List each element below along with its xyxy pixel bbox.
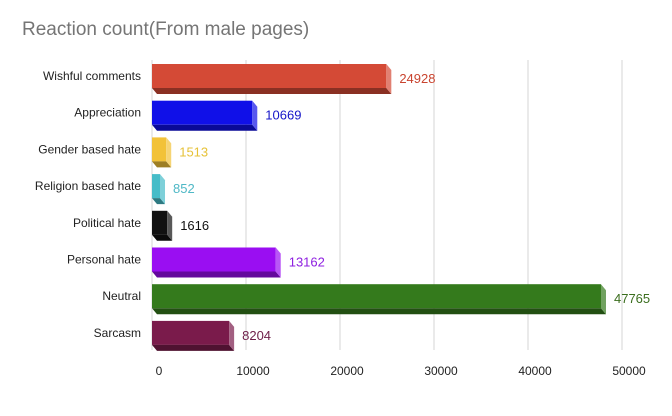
bar-bottom-face (152, 344, 235, 351)
bar (152, 247, 281, 278)
bar-front (152, 284, 601, 309)
bar-bottom-face (152, 234, 173, 241)
bar-front (152, 320, 230, 345)
x-tick-label: 40000 (518, 364, 552, 378)
data-label: 10669 (265, 108, 301, 123)
bar-front (152, 137, 167, 162)
bar-bottom-face (152, 124, 258, 131)
bar (152, 100, 258, 131)
category-label: Wishful comments (43, 69, 141, 83)
bar-front (152, 210, 168, 235)
x-tick-label: 50000 (612, 364, 646, 378)
x-tick-label: 10000 (236, 364, 270, 378)
bar-bottom-face (152, 308, 606, 315)
data-label: 852 (173, 181, 195, 196)
bar-end-face (167, 210, 173, 241)
data-label: 13162 (289, 255, 325, 270)
bar-front (152, 247, 276, 272)
bar-bottom-face (152, 198, 166, 205)
bar-end-face (386, 64, 392, 94)
bar-bottom-face (152, 88, 392, 94)
x-tick-label: 20000 (330, 364, 364, 378)
bars (152, 64, 606, 351)
category-label: Appreciation (74, 106, 141, 120)
labels: 0 10000 20000 30000 40000 50000 Wishful commen… (35, 69, 650, 378)
category-label: Personal hate (67, 253, 141, 267)
bar-front (152, 64, 387, 88)
category-label: Sarcasm (94, 326, 141, 340)
category-label: Religion based hate (35, 179, 141, 193)
bar-bottom-face (152, 161, 172, 168)
bar (152, 320, 235, 351)
bar-front (152, 174, 161, 199)
x-tick-label: 30000 (424, 364, 458, 378)
x-tick-label: 0 (156, 364, 163, 378)
category-label: Political hate (73, 216, 141, 230)
category-label: Neutral (102, 289, 141, 303)
bar (152, 137, 172, 168)
data-label: 1616 (180, 218, 209, 233)
bar (152, 284, 606, 315)
data-label: 24928 (399, 71, 435, 86)
bar (152, 210, 173, 241)
bar (152, 64, 392, 94)
bar-end-face (229, 320, 235, 351)
data-label: 1513 (179, 144, 208, 159)
bar (152, 174, 166, 205)
data-label: 8204 (242, 328, 271, 343)
bar-end-face (166, 137, 172, 168)
bar-bottom-face (152, 271, 281, 278)
bar-end-face (275, 247, 281, 278)
bar-end-face (252, 100, 258, 131)
category-label: Gender based hate (38, 142, 141, 156)
bar-end-face (600, 284, 606, 315)
data-label: 47765 (614, 291, 650, 306)
chart-title: Reaction count(From male pages) (22, 19, 310, 40)
bar-front (152, 100, 253, 125)
bar-end-face (160, 174, 166, 205)
